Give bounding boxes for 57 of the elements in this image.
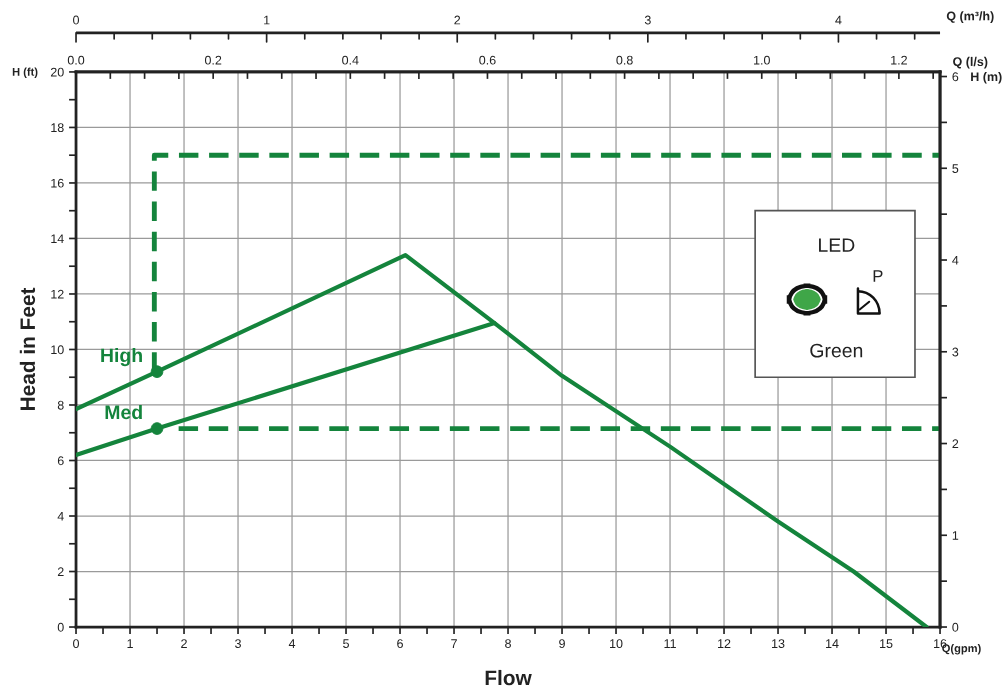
y-tick-label: 12 [51,289,64,299]
text: 2 [454,15,461,25]
y-tick-label: 16 [51,178,64,188]
x-tick-label: 1 [127,639,133,648]
x-tick-label: 14 [826,639,839,648]
text: H (ft) [12,67,38,78]
y-tick-label: 2 [57,567,64,577]
x2-tick-label: 0.2 [204,55,222,65]
x2-tick-label: 0.0 [67,55,85,65]
y-tick-label: 14 [51,234,64,243]
annotation: Green [810,343,863,358]
x-tick-label: 15 [880,639,893,649]
x-tick-label: 0 [73,639,80,649]
y-tick-label: 18 [51,123,64,133]
y2-axis-title: H (m) [971,71,1002,84]
y-axis-title: Head in Feet [19,287,36,411]
x2-axis-title: Q (l/s) [953,56,988,69]
y-tick-label: 6 [57,456,64,466]
x-tick-label: 11 [664,639,676,648]
y-tick-label: 8 [57,400,64,410]
x2-tick-label: 1.2 [891,55,907,65]
y-tick-label: 20 [50,67,64,77]
y2-tick-label: 2 [952,439,959,449]
y2-tick-label: 1 [952,531,959,540]
x-tick-label: 13 [772,639,785,649]
x2-tick-label: 0.6 [479,55,496,65]
y2-tick-label: 6 [952,72,959,82]
text: 1 [264,15,270,25]
y2-tick-label: 5 [952,164,959,173]
x-tick-label: 3 [235,639,241,649]
annotation: LED [819,238,855,252]
y-tick-label: 10 [51,345,64,355]
x-tick-label: 5 [343,639,349,649]
series-label: High [101,347,142,367]
y-tick-label: 4 [57,511,64,521]
text: Q (m³/h) [946,11,994,23]
x-tick-label: 7 [451,639,457,648]
x2-tick-label: 0.4 [342,55,359,65]
annotation: P [873,270,883,282]
x-tick-label: 6 [397,639,403,649]
y2-tick-label: 3 [952,347,959,357]
x-tick-label: 2 [181,639,187,648]
x-tick-label: 12 [718,639,731,648]
x-tick-label: 8 [505,639,511,649]
text: 0 [73,15,80,25]
series-label: Med [105,404,142,420]
x-tick-label: 10 [610,639,623,649]
x2-tick-label: 1.0 [754,55,770,65]
x2-tick-label: 0.8 [616,55,633,65]
y2-tick-label: 4 [952,255,959,265]
x-tick-label: 9 [559,639,565,649]
text: 3 [644,15,651,25]
x-tick-label: 4 [288,639,296,648]
y-tick-label: 0 [57,622,64,632]
text: 4 [835,15,842,25]
y2-tick-label: 0 [952,622,959,632]
x-axis-title: Flow [485,669,532,686]
